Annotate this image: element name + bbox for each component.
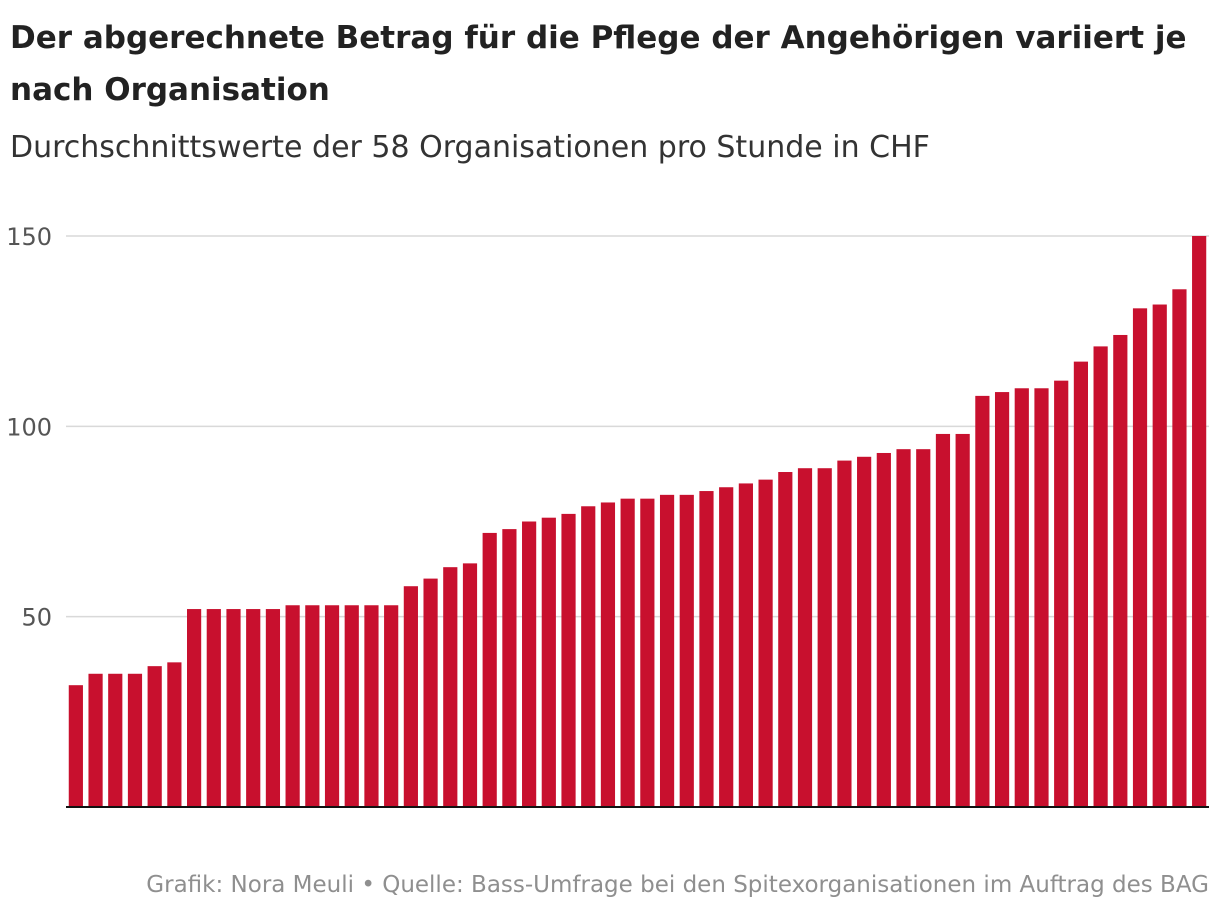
- bar: [955, 433, 970, 807]
- bar: [541, 517, 556, 807]
- bar: [581, 506, 596, 807]
- bar: [324, 605, 340, 807]
- bar: [167, 662, 182, 807]
- bar: [305, 605, 320, 807]
- bar: [364, 605, 379, 807]
- bar: [561, 513, 576, 807]
- y-axis-ticks: 50 100 150: [6, 223, 52, 632]
- bar: [403, 586, 418, 807]
- bar: [679, 494, 694, 807]
- bar: [226, 609, 241, 807]
- bar: [108, 673, 123, 807]
- bar: [1093, 346, 1108, 807]
- bar: [1152, 304, 1167, 807]
- chart-subtitle: Durchschnittswerte der 58 Organisationen…: [10, 130, 930, 165]
- bar: [206, 609, 221, 807]
- bar: [935, 433, 951, 807]
- bar: [68, 685, 83, 807]
- bar: [1034, 388, 1049, 807]
- bar: [817, 468, 832, 807]
- bar: [344, 605, 359, 807]
- y-tick-label: 100: [6, 413, 52, 441]
- bar: [1054, 380, 1069, 807]
- bar: [522, 521, 537, 807]
- bar: [384, 605, 399, 807]
- bar: [127, 673, 143, 807]
- bar: [659, 494, 675, 807]
- bar: [857, 456, 872, 807]
- bar: [797, 468, 813, 807]
- bar: [738, 483, 753, 807]
- bar: [719, 487, 734, 807]
- bar: [916, 449, 931, 807]
- bar: [443, 567, 458, 807]
- bar: [837, 460, 852, 807]
- bar: [482, 532, 497, 807]
- bar: [265, 609, 281, 807]
- bar: [462, 563, 478, 807]
- bar: [285, 605, 300, 807]
- bar: [876, 452, 891, 807]
- bar: [147, 666, 162, 807]
- bar: [699, 491, 714, 807]
- bar: [640, 498, 655, 807]
- bar: [778, 472, 793, 807]
- y-tick-label: 50: [21, 604, 52, 632]
- source-credit: Grafik: Nora Meuli • Quelle: Bass-Umfrag…: [146, 872, 1209, 898]
- bar: [896, 449, 911, 807]
- bar: [1113, 334, 1128, 807]
- bar: [187, 609, 202, 807]
- bar: [502, 529, 517, 807]
- bar: [423, 578, 438, 807]
- bar: [1014, 388, 1029, 807]
- bar: [246, 609, 261, 807]
- bar: [1073, 361, 1088, 807]
- bar: [994, 392, 1010, 807]
- bar: [975, 395, 990, 807]
- bar: [1172, 289, 1187, 807]
- bar: [620, 498, 635, 807]
- bar: [758, 479, 773, 807]
- bars: [68, 236, 1207, 807]
- y-tick-label: 150: [6, 223, 52, 251]
- bar: [1192, 236, 1207, 807]
- chart-title: Der abgerechnete Betrag für die Pflege d…: [10, 20, 1187, 108]
- bar: [600, 502, 616, 807]
- bar: [88, 673, 103, 807]
- bar: [1132, 308, 1148, 807]
